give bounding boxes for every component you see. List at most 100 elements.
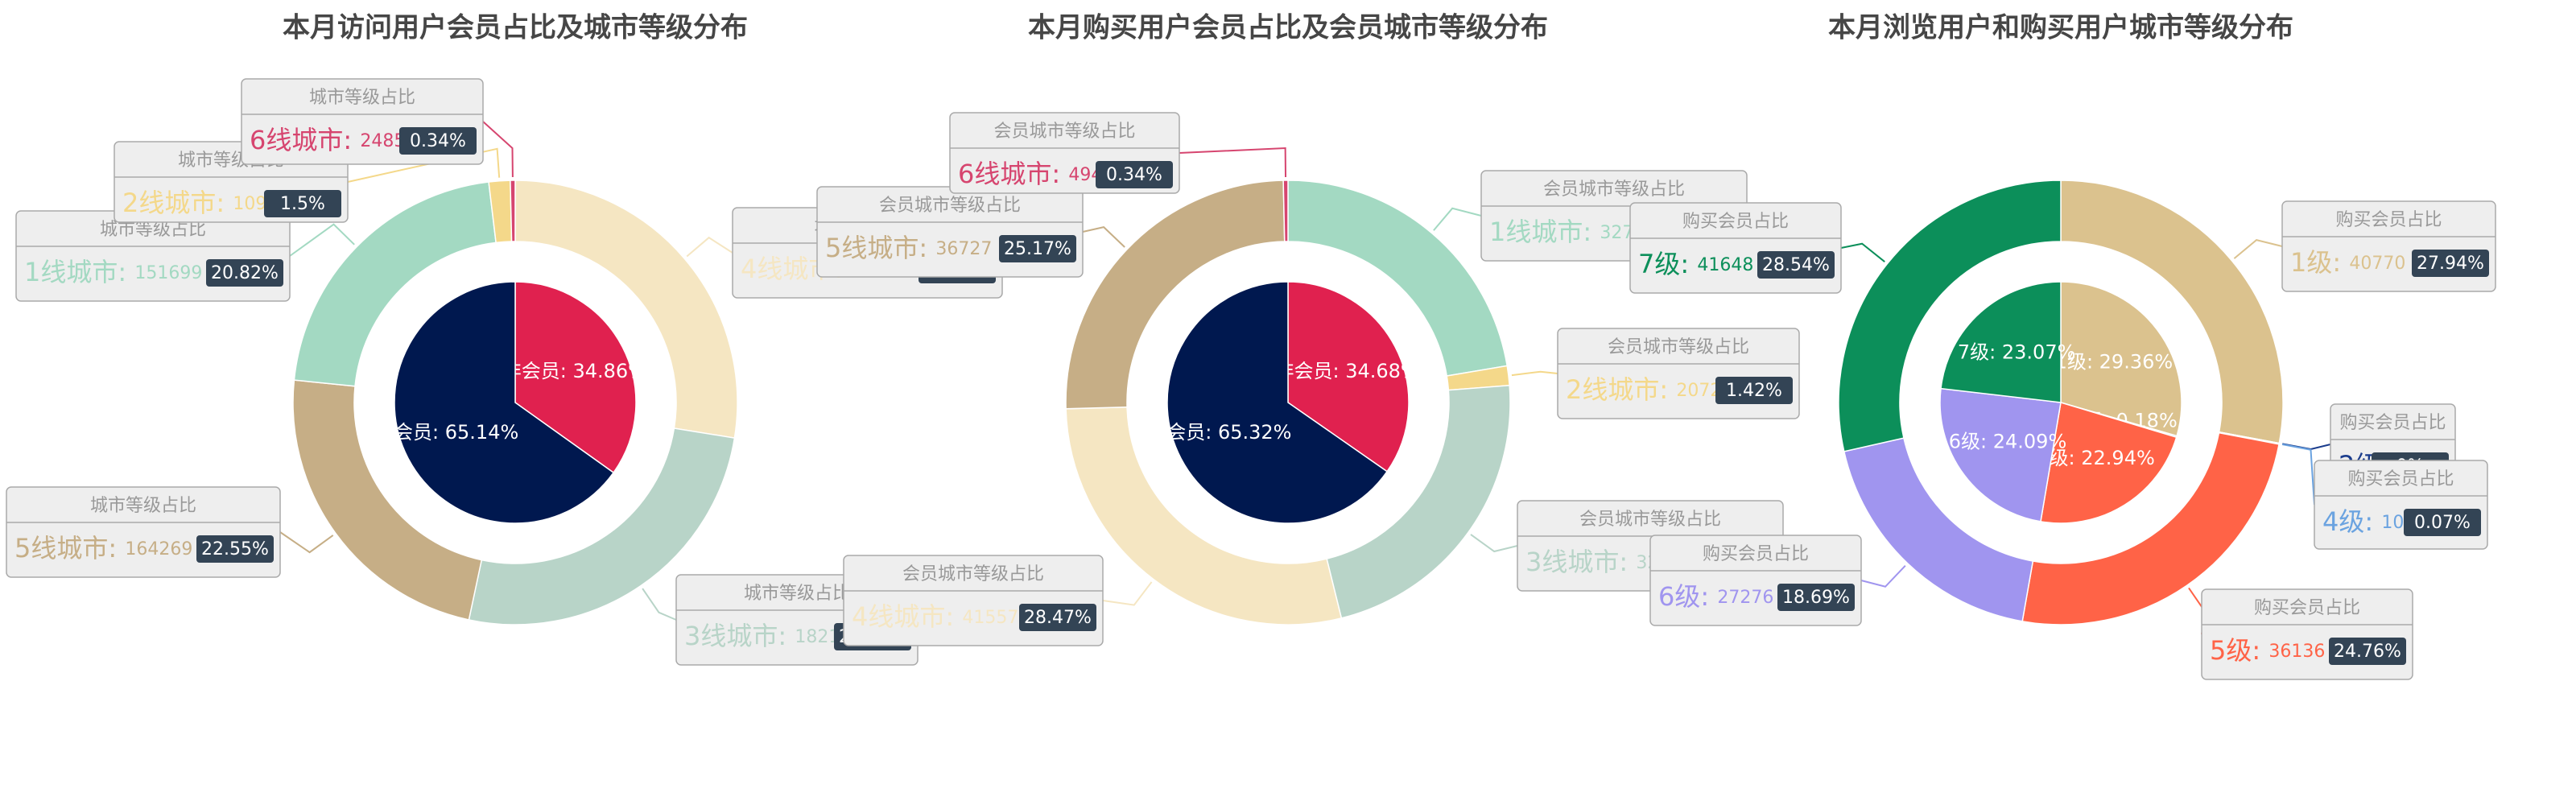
callout-colon: : — [919, 233, 935, 263]
callout-series-name: 购买会员占比 — [2339, 413, 2446, 433]
label-line — [642, 588, 677, 621]
inner-slice — [1940, 281, 2062, 403]
callout-colon: : — [216, 188, 233, 218]
outer-slice — [2021, 431, 2280, 625]
callout-colon: : — [1619, 547, 1636, 577]
callout-value: 2072 — [1676, 381, 1721, 401]
inner-slice-label: 非会员: 34.68% — [1275, 360, 1419, 382]
callout-series-name: 城市等级占比 — [90, 496, 196, 516]
callout-slice-name-text: 6级 — [1658, 581, 1700, 612]
callout-series-name: 会员城市等级占比 — [1579, 510, 1721, 530]
callout-slice-name-text: 4线城市 — [852, 601, 945, 632]
slice-callout: 会员城市等级占比 2线城市: 2072 1.42% — [1557, 328, 1800, 419]
inner-slice — [514, 281, 637, 474]
callout-value: 151699 — [134, 263, 202, 283]
callout-colon: : — [1051, 159, 1068, 189]
callout-series-name: 城市等级占比 — [744, 584, 850, 604]
callout-slice-name-text: 1线城市 — [24, 257, 118, 287]
inner-slice-sep: : — [560, 360, 573, 382]
callout-percent: 24.76% — [2334, 642, 2401, 662]
inner-slice-name: 6级 — [1949, 431, 1980, 453]
callout-pct-badge — [2329, 638, 2406, 665]
label-line — [482, 121, 514, 178]
callout-value: 36136 — [2268, 642, 2325, 662]
callout-slice-name-text: 2线城市 — [122, 188, 216, 218]
callout-slice-name: 2线城市: 2072 — [1566, 374, 1721, 405]
callout-series-name: 购买会员占比 — [1703, 544, 1809, 564]
callout-percent: 0.34% — [1106, 165, 1162, 185]
callout-slice-name: 3线城市: 182100 — [684, 621, 862, 651]
outer-slice — [468, 427, 736, 625]
inner-slice-label: 非会员: 34.86% — [502, 360, 646, 382]
callout-percent: 20.82% — [211, 263, 279, 283]
callout-series-name: 购买会员占比 — [2254, 598, 2360, 618]
callout-slice-name-text: 5线城市 — [825, 233, 919, 263]
slice-callout: 城市等级占比 6线城市: 2485 0.34% — [241, 78, 484, 165]
callout-slice-name: 5线城市: 36727 — [825, 233, 992, 263]
callout-colon: : — [2332, 247, 2349, 278]
callout-slice-name: 3线城市: 32700 — [1525, 547, 1692, 577]
callout-series-name: 购买会员占比 — [1682, 212, 1789, 232]
callout-pct-badge — [206, 259, 283, 287]
callout-series-name: 购买会员占比 — [2335, 210, 2442, 230]
inner-slice-sep: : — [432, 421, 445, 444]
callout-pct-badge — [1777, 584, 1855, 611]
callout-slice-name: 7级: 41648 — [1638, 249, 1753, 279]
callout-value: 164269 — [125, 539, 192, 559]
inner-slice-percent: 65.14% — [445, 421, 519, 444]
callout-pct-badge — [999, 235, 1076, 262]
slice-callout: 城市等级占比 1线城市: 151699 20.82% — [15, 210, 291, 302]
callout-value: 41648 — [1697, 255, 1753, 275]
callout-colon: : — [945, 601, 962, 632]
callout-slice-name-text: 6线城市 — [250, 125, 343, 155]
callout-slice-name-text: 1线城市 — [1489, 217, 1583, 247]
inner-slice-percent: 23.07% — [2002, 341, 2076, 363]
callout-pct-badge — [1715, 377, 1793, 404]
label-line — [1860, 565, 1906, 588]
callout-slice-name-text: 6线城市 — [958, 159, 1051, 189]
callout-series-name: 会员城市等级占比 — [993, 122, 1135, 142]
outer-slice — [1287, 180, 1509, 377]
label-line — [1470, 534, 1518, 553]
callout-colon: : — [343, 125, 360, 155]
callout-colon: : — [1583, 217, 1600, 247]
callout-series-name: 城市等级占比 — [309, 88, 415, 108]
pie-chart-1: 本月访问用户会员占比及城市等级分布城市等级占比4线城市: 19454226.71… — [6, 12, 1003, 666]
label-line — [1433, 207, 1482, 231]
inner-slice-sep: : — [1989, 341, 2002, 363]
callout-pct-badge — [2412, 250, 2489, 277]
callout-slice-name: 4线城市: 41557 — [852, 601, 1018, 632]
label-line — [279, 531, 334, 554]
callout-slice-name: 1线城市: 151699 — [24, 257, 202, 287]
callout-percent: 0.07% — [2414, 513, 2471, 533]
inner-slice — [2060, 281, 2182, 437]
callout-slice-name-text: 1级 — [2290, 247, 2332, 278]
callout-colon: : — [1680, 249, 1697, 279]
callout-value: 2485 — [360, 131, 405, 151]
callout-pct-badge — [264, 190, 341, 217]
outer-slice — [1838, 180, 2062, 452]
callout-slice-name: 6线城市: 2485 — [250, 125, 405, 155]
callout-slice-name-text: 4级 — [2322, 506, 2364, 537]
outer-slice — [514, 180, 738, 439]
callout-percent: 1.42% — [1726, 381, 1782, 401]
label-line — [1102, 581, 1153, 606]
outer-slice — [1065, 180, 1286, 410]
label-line — [2233, 239, 2283, 259]
callout-value: 40770 — [2349, 254, 2405, 274]
inner-slice-sep: : — [1980, 431, 1993, 453]
inner-slice-label: 7级: 23.07% — [1958, 341, 2076, 363]
inner-slice-label: 会员: 65.32% — [1166, 421, 1291, 444]
callout-percent: 22.55% — [201, 539, 269, 559]
callout-percent: 27.94% — [2417, 254, 2484, 274]
callout-colon: : — [2252, 635, 2268, 666]
callout-percent: 25.17% — [1004, 239, 1071, 259]
label-line — [289, 223, 355, 257]
inner-slice-sep: : — [2069, 447, 2082, 469]
inner-slice-label: 6级: 24.09% — [1949, 431, 2067, 453]
inner-slice-percent: 22.94% — [2081, 447, 2155, 469]
inner-slice-percent: 24.09% — [1993, 431, 2067, 453]
